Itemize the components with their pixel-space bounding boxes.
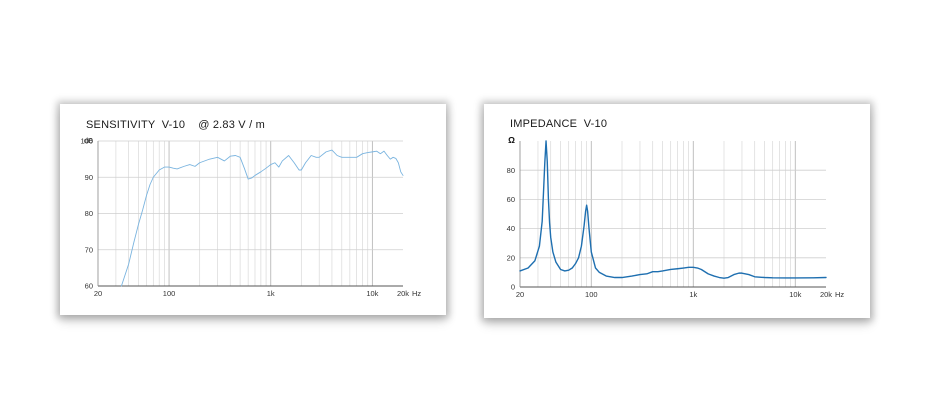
y-axis-label: Ω: [508, 135, 515, 145]
impedance-curve: [519, 140, 827, 279]
y-tick-label: 60: [507, 195, 515, 204]
x-tick-label: 20k: [397, 289, 409, 298]
impedance-chart-panel: IMPEDANCE V-10 0 20 40 60 80 Ω 20 100 1k 10k 20k Hz: [484, 104, 870, 318]
x-tick-label: 1k: [689, 290, 697, 299]
x-tick-label: 20: [94, 289, 102, 298]
grid: [98, 140, 403, 286]
y-axis-label: dB: [84, 136, 93, 145]
y-tick-label: 40: [507, 224, 515, 233]
grid: [520, 141, 826, 287]
y-tick-label: 0: [511, 283, 515, 292]
x-tick-label: 100: [585, 290, 598, 299]
x-axis-label: Hz: [835, 290, 844, 299]
x-tick-label: 1k: [267, 289, 275, 298]
x-tick-label: 20k: [820, 290, 832, 299]
x-tick-label: 10k: [366, 289, 378, 298]
impedance-chart-title: IMPEDANCE V-10: [510, 118, 608, 130]
y-tick-label: 20: [507, 253, 515, 262]
y-tick-label: 80: [85, 209, 93, 218]
x-tick-label: 10k: [789, 290, 801, 299]
x-tick-label: 100: [163, 289, 176, 298]
y-tick-label: 80: [507, 166, 515, 175]
x-axis-label: Hz: [412, 289, 421, 298]
y-tick-label: 100: [80, 137, 93, 146]
y-tick-label: 70: [85, 245, 93, 254]
sensitivity-curve: [120, 149, 404, 287]
sensitivity-chart-title: SENSITIVITY V-10 @ 2.83 V / m: [86, 119, 265, 131]
x-tick-label: 20: [516, 290, 524, 299]
y-tick-label: 90: [85, 173, 93, 182]
sensitivity-chart-panel: SENSITIVITY V-10 @ 2.83 V / m 60 70 80 90 10…: [60, 104, 446, 315]
y-tick-label: 60: [85, 282, 93, 291]
